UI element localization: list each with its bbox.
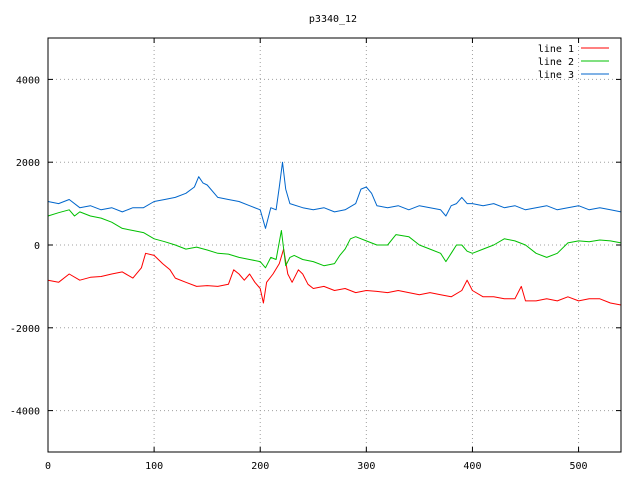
y-tick-label: -2000 (10, 324, 40, 335)
series-line-1 (47, 248, 622, 306)
chart-title: p3340_12 (309, 14, 357, 25)
y-tick-label: -4000 (10, 407, 40, 418)
x-tick-label: 0 (45, 461, 51, 472)
series-line-2 (47, 209, 622, 269)
legend-label: line 1 (538, 44, 574, 55)
y-tick-label: 0 (34, 241, 40, 252)
x-tick-label: 500 (570, 461, 588, 472)
gridlines (48, 38, 621, 452)
x-tick-label: 400 (463, 461, 481, 472)
x-tick-label: 200 (251, 461, 269, 472)
legend-label: line 2 (538, 57, 574, 68)
x-tick-label: 100 (145, 461, 163, 472)
legend: line 1 line 2 line 3 (538, 44, 609, 81)
series-lines (47, 161, 622, 306)
legend-label: line 3 (538, 70, 574, 81)
y-tick-label: 4000 (16, 75, 40, 86)
series-line-3 (47, 161, 622, 229)
y-tick-label: 2000 (16, 158, 40, 169)
x-tick-label: 300 (357, 461, 375, 472)
axis-ticks: 0 100 200 300 400 500 -4000 -2000 0 2000 4000 (10, 38, 621, 472)
